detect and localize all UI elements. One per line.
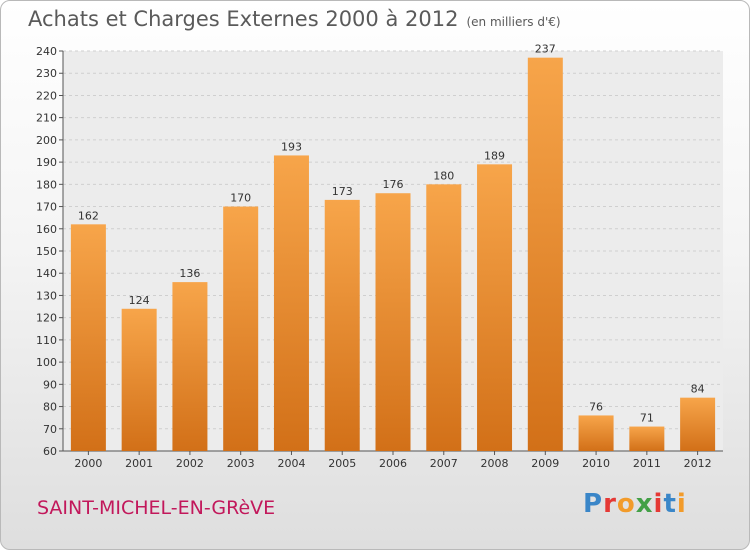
y-tick-label: 150 [36,245,57,258]
bar [324,199,360,451]
bar [477,164,513,452]
logo-letter: P [583,489,604,519]
x-tick-label: 2012 [684,457,712,470]
bars [70,57,716,452]
data-label: 84 [691,383,705,396]
y-tick-label: 160 [36,223,57,236]
y-tick-label: 230 [36,67,57,80]
bar [527,57,563,452]
bar [375,193,411,451]
y-tick-label: 190 [36,156,57,169]
x-tick-label: 2007 [430,457,458,470]
logo-letter: i [653,489,664,519]
chart-title: Achats et Charges Externes 2000 à 2012 (e… [28,7,561,31]
data-label: 189 [484,149,505,162]
y-tick-label: 120 [36,312,57,325]
x-tick-label: 2002 [176,457,204,470]
logo-letter: i [676,489,687,519]
x-tick-label: 2009 [531,457,559,470]
chart-title-text: Achats et Charges Externes 2000 à 2012 [28,7,459,31]
logo-letter: t [663,489,677,519]
logo-letter: o [616,489,636,519]
logo-letter: r [603,489,617,519]
y-tick-label: 70 [43,423,57,436]
y-tick-label: 90 [43,378,57,391]
y-tick-label: 60 [43,445,57,458]
y-tick-label: 110 [36,334,57,347]
y-tick-label: 130 [36,289,57,302]
x-tick-label: 2011 [633,457,661,470]
x-tick-label: 2003 [227,457,255,470]
y-tick-label: 200 [36,134,57,147]
data-label: 173 [332,185,353,198]
commune-name: SAINT-MICHEL-EN-GRèVE [37,497,276,519]
bar [426,184,462,452]
x-tick-label: 2001 [125,457,153,470]
y-tick-label: 100 [36,356,57,369]
bar [70,224,106,451]
data-label: 124 [129,294,150,307]
data-label: 71 [640,412,654,425]
data-label: 162 [78,209,99,222]
bar [578,415,614,451]
x-tick-label: 2008 [481,457,509,470]
x-tick-label: 2005 [328,457,356,470]
data-label: 170 [230,192,251,205]
data-label: 176 [383,178,404,191]
data-label: 193 [281,140,302,153]
bar [629,426,665,451]
y-tick-label: 80 [43,401,57,414]
labels: 162 2000 124 2001 136 2002 170 2003 193 2004 173 20… [74,43,711,470]
y-tick-label: 180 [36,178,57,191]
bar [273,155,309,451]
x-tick-label: 2000 [74,457,102,470]
y-tick-label: 170 [36,201,57,214]
bar [680,397,716,451]
y-tick-label: 240 [36,45,57,58]
chart-unit: (en milliers d'€) [466,15,561,29]
x-tick-label: 2006 [379,457,407,470]
logo-letter: x [635,489,654,519]
y-tick-label: 140 [36,267,57,280]
data-label: 180 [433,169,454,182]
data-label: 136 [179,267,200,280]
x-tick-label: 2004 [277,457,305,470]
y-tick-label: 210 [36,112,57,125]
bar [223,206,259,451]
data-label: 237 [535,43,556,56]
y-tick-label: 220 [36,89,57,102]
proxiti-logo[interactable]: Proxiti [583,489,687,519]
bar [172,282,208,451]
x-tick-label: 2010 [582,457,610,470]
bar [121,308,157,451]
data-label: 76 [589,400,603,413]
